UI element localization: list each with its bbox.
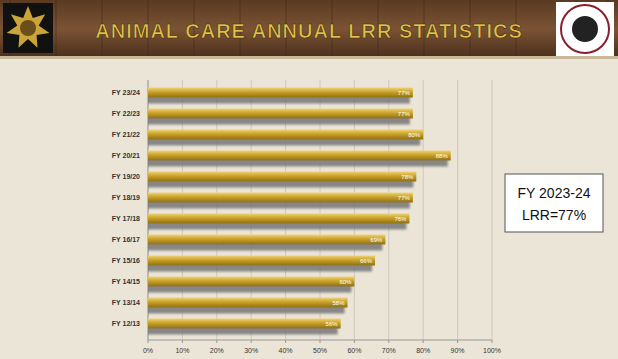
data-label: 77%	[398, 111, 411, 117]
category-label: FY 19/20	[112, 173, 140, 180]
logo-animals	[572, 16, 598, 42]
badge-logo	[3, 3, 53, 53]
annotation: FY 2023-24	[518, 185, 591, 201]
chart: ANIMAL CARE ANNUAL LRR STATISTICS 0% 10% 20…	[0, 0, 618, 359]
annotation: LRR=77%	[522, 207, 586, 223]
bar	[148, 193, 413, 203]
bar	[148, 109, 413, 119]
bar	[148, 235, 385, 245]
grid	[148, 80, 492, 343]
category-label: FY 12/13	[112, 320, 140, 327]
data-label: 77%	[398, 90, 411, 96]
category-label: FY 15/16	[112, 257, 140, 264]
bar	[148, 319, 341, 329]
category-label: FY 16/17	[112, 236, 140, 243]
tick-label: 100%	[483, 347, 501, 354]
bar	[148, 130, 423, 140]
category-label: FY 17/18	[112, 215, 140, 222]
bars	[148, 88, 451, 329]
grid-line	[354, 80, 355, 340]
data-label: 88%	[436, 153, 449, 159]
category-label: FY 21/22	[112, 131, 140, 138]
data-label: 77%	[398, 195, 411, 201]
grid-line	[492, 80, 493, 340]
tick-label: 80%	[416, 347, 430, 354]
annotation-box	[505, 174, 603, 232]
grid-line	[457, 80, 458, 340]
tick-label: 70%	[382, 347, 396, 354]
logo-ring	[561, 5, 609, 53]
data-label: 80%	[408, 132, 421, 138]
tick-label: 50%	[313, 347, 327, 354]
tick-label: 30%	[244, 347, 258, 354]
data-label: 76%	[394, 216, 407, 222]
bar	[148, 172, 416, 182]
category-label: FY 18/19	[112, 194, 140, 201]
header-edge	[0, 56, 618, 59]
tick-label: 0%	[143, 347, 153, 354]
background	[0, 0, 618, 359]
bar	[148, 151, 451, 161]
bar	[148, 256, 375, 266]
bar	[148, 88, 413, 98]
data-label: 60%	[339, 279, 352, 285]
header	[0, 0, 618, 58]
badge-star	[7, 6, 50, 48]
data-label: 66%	[360, 258, 373, 264]
title: ANIMAL CARE ANNUAL LRR STATISTICS	[95, 20, 522, 42]
data-label: 69%	[370, 237, 383, 243]
plank-seam	[56, 0, 57, 58]
grid-line	[423, 80, 424, 340]
category-label: FY 23/24	[112, 89, 140, 96]
tick-label: 40%	[279, 347, 293, 354]
data-label: 78%	[401, 174, 414, 180]
tick-label: 10%	[175, 347, 189, 354]
tick-label: 20%	[210, 347, 224, 354]
category-label: FY 20/21	[112, 152, 140, 159]
tick-label: 90%	[451, 347, 465, 354]
category-label: FY 13/14	[112, 299, 140, 306]
county-logo	[556, 2, 614, 56]
tick-label: 60%	[347, 347, 361, 354]
axis-line	[148, 340, 492, 341]
bar	[148, 214, 409, 224]
bar	[148, 277, 354, 287]
data-label: 58%	[333, 300, 346, 306]
bar	[148, 298, 348, 308]
category-label: FY 22/23	[112, 110, 140, 117]
badge-center	[20, 20, 36, 36]
data-label: 56%	[326, 321, 339, 327]
grid-line	[388, 80, 389, 340]
category-label: FY 14/15	[112, 278, 140, 285]
